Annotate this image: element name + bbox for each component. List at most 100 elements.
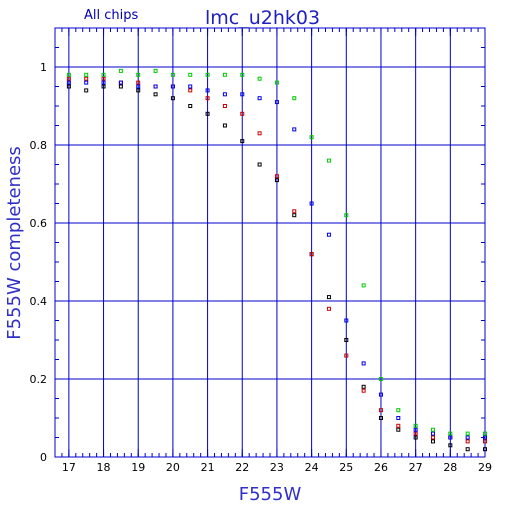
data-point-green <box>153 68 158 73</box>
data-point-red <box>222 104 227 108</box>
data-point-blue <box>326 232 331 237</box>
data-point-black <box>101 84 106 89</box>
data-point-red <box>101 76 106 81</box>
data-point-black <box>222 123 227 128</box>
data-point-red <box>292 209 297 214</box>
data-point-blue <box>413 427 418 432</box>
data-point-green <box>309 135 314 140</box>
data-point-red <box>84 76 89 81</box>
data-point-green <box>292 96 297 101</box>
data-point-green <box>84 72 89 77</box>
data-point-red <box>396 423 401 428</box>
data-point-green <box>66 72 71 77</box>
data-point-green <box>344 213 349 218</box>
data-point-red <box>378 408 383 413</box>
data-point-blue <box>448 435 453 440</box>
data-point-green <box>361 283 366 288</box>
data-point-black <box>361 384 366 389</box>
data-point-blue <box>430 431 435 436</box>
data-point-black <box>344 338 349 342</box>
x-tick-label: 24 <box>305 461 319 474</box>
y-tick-label: 0.6 <box>30 217 48 230</box>
data-point-blue <box>153 84 158 89</box>
data-point-green <box>413 423 418 428</box>
data-point-blue <box>222 92 227 97</box>
data-point-blue <box>118 80 123 85</box>
data-point-green <box>205 72 210 77</box>
data-point-red <box>326 306 331 311</box>
data-point-green <box>430 427 435 432</box>
data-point-black <box>326 295 331 300</box>
data-point-black <box>257 162 262 167</box>
data-point-blue <box>136 84 141 89</box>
y-tick-label: 0.8 <box>30 139 48 152</box>
data-point-blue <box>292 127 297 132</box>
data-points <box>66 68 487 452</box>
x-tick-label: 29 <box>478 461 492 474</box>
data-point-green <box>483 431 487 436</box>
grid <box>54 27 486 458</box>
data-point-black <box>84 88 89 93</box>
data-point-blue <box>396 416 401 420</box>
data-point-black <box>136 88 141 93</box>
data-point-green <box>118 68 123 73</box>
ticks: 17 18 19 20 21 22 23 24 25 26 27 28 29 0 0.2 0.4 0.6 0.8 1 <box>30 61 493 474</box>
chart-subtitle: All chips <box>84 8 138 23</box>
data-point-blue <box>309 201 314 206</box>
data-point-blue <box>361 361 366 366</box>
y-tick-label: 0.2 <box>30 373 48 386</box>
data-point-green <box>240 72 245 77</box>
data-point-red <box>465 439 470 444</box>
data-point-black <box>170 96 175 101</box>
data-point-red <box>274 174 279 179</box>
data-point-red <box>136 80 141 85</box>
data-point-green <box>396 408 401 413</box>
data-point-black <box>396 427 401 432</box>
data-point-blue <box>101 80 106 85</box>
data-point-black <box>413 435 418 440</box>
data-point-blue <box>66 80 71 85</box>
data-point-green <box>188 72 193 77</box>
data-point-red <box>430 435 435 440</box>
data-point-black <box>448 443 453 448</box>
plot-frame <box>54 27 486 458</box>
y-axis-label: F555W completeness <box>4 146 25 340</box>
data-point-blue <box>188 84 193 89</box>
data-point-blue <box>240 92 245 97</box>
data-point-green <box>326 158 331 163</box>
data-point-blue <box>205 88 210 93</box>
data-point-black <box>240 139 245 144</box>
data-point-black <box>274 178 279 183</box>
x-tick-label: 25 <box>339 461 353 474</box>
data-point-green <box>222 72 227 77</box>
data-point-red <box>240 111 245 116</box>
data-point-blue <box>378 392 383 397</box>
data-point-green <box>136 72 141 77</box>
data-point-green <box>378 377 383 381</box>
data-point-black <box>292 213 297 218</box>
data-point-black <box>465 447 470 452</box>
x-tick-label: 23 <box>270 461 284 474</box>
data-point-black <box>205 111 210 116</box>
data-point-blue <box>483 435 487 440</box>
y-tick-label: 0.4 <box>30 295 48 308</box>
data-point-red <box>483 439 487 444</box>
data-point-green <box>274 80 279 85</box>
x-tick-label: 22 <box>235 461 249 474</box>
data-point-green <box>465 431 470 436</box>
chart-title: lmc_u2hk03 <box>205 7 320 29</box>
data-point-blue <box>257 96 262 101</box>
data-point-green <box>257 76 262 81</box>
data-point-red <box>344 353 349 358</box>
data-point-black <box>378 416 383 420</box>
data-point-red <box>413 431 418 436</box>
data-point-blue <box>344 318 349 323</box>
data-point-blue <box>170 84 175 89</box>
data-point-red <box>361 388 366 393</box>
x-tick-label: 17 <box>62 461 76 474</box>
data-point-red <box>205 96 210 101</box>
data-point-red <box>309 252 314 257</box>
x-tick-label: 26 <box>374 461 388 474</box>
data-point-black <box>483 447 487 452</box>
